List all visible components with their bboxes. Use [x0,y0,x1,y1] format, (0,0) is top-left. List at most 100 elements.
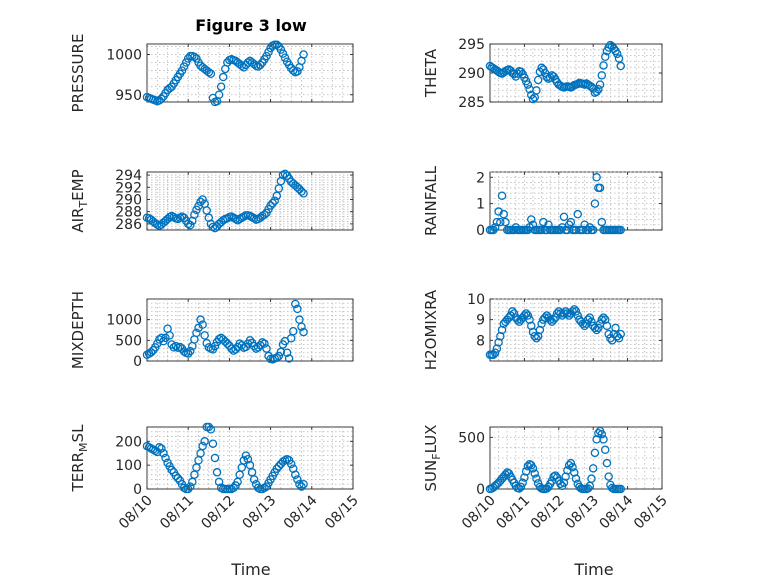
data-point [570,305,579,314]
data-point [613,49,622,59]
data-point [216,82,226,91]
data-point [518,478,527,488]
data-point [186,220,195,230]
data-point [231,345,240,354]
data-point [597,429,607,439]
data-point [571,474,581,483]
data-point [616,225,625,235]
data-point [587,317,596,326]
data-point [597,217,607,227]
data-point [157,444,166,453]
data-point [573,209,582,219]
data-point [165,331,174,340]
figure-title: Figure 3 low [195,16,307,35]
data-point [161,333,170,343]
data-point [590,199,600,208]
data-point [556,479,565,489]
data-point [274,462,284,471]
panel-terr-msl: 08/10 08/11 08/12 08/13 08/14 08/15 0 100 200 TER… [69,422,362,533]
y-tick-label: 100 [115,458,142,474]
data-point [243,58,253,67]
data-point [597,71,607,80]
data-point [580,321,589,331]
data-point [239,63,249,72]
data-point [146,348,156,357]
data-point [167,465,176,475]
y-tick-label: 500 [115,333,142,349]
data-point [155,335,164,344]
data-point [521,467,531,476]
data-point [212,468,222,477]
x-tick-label: 08/15 [322,493,362,533]
data-point [268,198,277,208]
data-point [532,474,541,483]
data-point [501,217,510,227]
data-point [604,329,613,339]
x-tick-label: 08/11 [493,493,533,533]
data-point [274,351,284,361]
data-point [256,60,265,70]
data-point [260,339,269,348]
data-point [585,313,595,322]
panel-rainfall: 0 1 2 RAINFALL [422,165,663,239]
x-tick-label: 08/15 [631,493,671,533]
data-point [549,472,558,481]
data-point [206,425,216,434]
data-point [264,47,273,57]
data-point [286,459,296,469]
data-point [272,464,282,473]
data-point [600,445,610,454]
data-point [616,484,625,494]
data-point [218,72,228,82]
data-point [520,311,529,320]
data-point [272,40,282,50]
y-tick-label: 290 [458,66,485,82]
y-tick-label: 950 [115,88,142,104]
data-point [198,320,207,329]
y-axis-label: AIRTEMP [69,169,90,232]
data-point [282,348,292,357]
x-tick-label: 08/13 [240,493,280,533]
y-tick-label: 294 [115,168,142,184]
data-point [489,350,498,360]
data-point [499,209,509,219]
data-point [599,61,608,70]
data-point [262,51,271,61]
data-point [198,195,207,204]
data-point [527,215,536,224]
data-point [540,313,550,322]
x-tick-label: 08/13 [562,493,602,533]
data-point [602,458,612,468]
y-axis-label: SUNFLUX [422,425,443,492]
data-point [179,62,189,71]
data-point [537,225,546,235]
data-point [196,197,205,207]
data-point [270,196,279,205]
data-point [568,307,577,316]
data-point [588,464,598,473]
y-axis-label: PRESSURE [69,34,87,113]
data-point [186,482,195,491]
data-point [284,354,294,363]
data-point [521,309,531,318]
data-point [594,428,603,438]
data-point [492,217,502,227]
data-point [237,341,247,350]
data-point [262,344,271,353]
y-axis-label: THETA [422,48,440,98]
data-point [299,327,308,337]
data-point [614,54,624,63]
data-point [249,475,259,484]
data-point [183,349,193,358]
data-point [532,334,541,343]
y-tick-label: 2 [476,170,485,186]
data-point [597,315,607,324]
data-point [599,313,608,322]
data-point [513,315,522,324]
y-tick-label: 8 [476,333,485,349]
data-point [501,470,510,479]
data-point [592,173,601,182]
data-point [260,210,269,219]
x-tick-label: 08/11 [157,493,197,533]
